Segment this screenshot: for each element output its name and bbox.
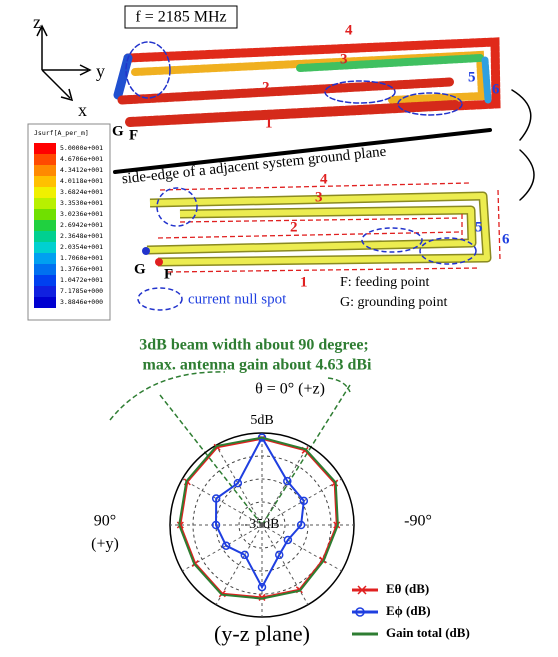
marker [258, 593, 266, 601]
colorbar-label: 2.0354e+001 [60, 243, 103, 251]
branch-label: 3 [340, 51, 348, 67]
plot-caption: (y-z plane) [214, 621, 310, 646]
branch-label: 4 [320, 171, 328, 187]
branch-label: 3 [315, 189, 323, 205]
colorbar-swatch [34, 198, 56, 209]
colorbar-swatch [34, 143, 56, 154]
axes-icon [36, 24, 92, 102]
axis-y: y [96, 61, 105, 81]
grid-ring [238, 501, 286, 549]
branch-label: 2 [290, 219, 298, 235]
angle-label: -90° [404, 513, 432, 530]
branch-label: 1 [300, 274, 308, 290]
colorbar-swatch [34, 187, 56, 198]
branch-label: 6 [502, 231, 510, 247]
branch-label: 4 [345, 22, 353, 38]
colorbar-label: 4.0118e+001 [60, 177, 103, 185]
legend-marker [355, 607, 365, 617]
colorbar-swatch [34, 165, 56, 176]
marker [211, 494, 221, 503]
angle-label: 90° [94, 513, 116, 530]
colorbar-swatch [34, 154, 56, 165]
marker [257, 582, 267, 592]
marker [221, 541, 231, 550]
colorbar-swatch [34, 275, 56, 286]
marker [275, 550, 284, 560]
colorbar-label: 3.0236e+001 [60, 210, 103, 218]
colorbar-label: 1.0472e+001 [60, 276, 103, 284]
branch-label: 5 [468, 69, 476, 85]
legend-label: Eϕ (dB) [386, 603, 431, 618]
colorbar-swatch [34, 176, 56, 187]
colorbar-label: 1.3766e+001 [60, 265, 103, 273]
colorbar-label: 4.6706e+001 [60, 155, 103, 163]
feed-label: F [164, 266, 173, 282]
feed-label: F [129, 127, 138, 143]
ground-label: G [112, 123, 124, 139]
series-line [214, 435, 305, 590]
antenna-3d [113, 37, 535, 201]
colorbar-title: Jsurf[A_per_m] [34, 129, 89, 137]
frequency-box [124, 5, 238, 29]
frequency: f = 2185 MHz [135, 9, 226, 26]
colorbar-label: 1.7060e+001 [60, 254, 103, 262]
annotation: 3dB beam width about 90 degree; [139, 337, 369, 354]
colorbar-label: 4.3412e+001 [60, 166, 103, 174]
colorbar-swatch [34, 286, 56, 297]
branch-label: 6 [492, 81, 500, 97]
axis-z: z [33, 12, 41, 32]
branch-label: 5 [475, 219, 483, 235]
marker [296, 520, 306, 530]
annotation: max. antenna gain about 4.63 dBi [143, 357, 372, 374]
colorbar-label: 7.1785e+000 [60, 287, 103, 295]
marker [176, 521, 184, 529]
beamwidth-arcs [109, 371, 351, 526]
marker [233, 478, 243, 488]
colorbar-label: 2.3648e+001 [60, 232, 103, 240]
colorbar-label: 5.0000e+001 [60, 144, 103, 152]
colorbar-swatch [34, 297, 56, 308]
colorbar-label: 3.6824e+001 [60, 188, 103, 196]
marker [299, 496, 309, 506]
branch-label: 2 [262, 79, 270, 95]
ground-label: G [134, 261, 146, 277]
legend-label: Eθ (dB) [386, 581, 429, 596]
legend-ground: G: grounding point [340, 295, 447, 310]
marker [240, 550, 249, 560]
marker [283, 535, 293, 545]
colorbar-label: 3.3530e+001 [60, 199, 103, 207]
antenna-schematic [137, 182, 501, 311]
colorbar-swatch [34, 253, 56, 264]
colorbar-swatch [34, 209, 56, 220]
branch-label: 1 [265, 115, 273, 131]
marker [211, 520, 221, 530]
axis-x: x [78, 100, 87, 120]
legend-null: current null spot [188, 291, 287, 307]
angle-label: θ = 0° (+z) [255, 381, 325, 398]
colorbar-swatch [34, 231, 56, 242]
colorbar-swatch [34, 220, 56, 231]
marker [283, 476, 292, 486]
colorbar-label: 3.8846e+000 [60, 298, 103, 306]
colorbar-swatch [34, 242, 56, 253]
r-tick-label: 5dB [250, 413, 273, 428]
angle-label: (+y) [91, 536, 119, 553]
legend-label: Gain total (dB) [386, 625, 470, 640]
series-line [178, 436, 339, 600]
legend-feed: F: feeding point [340, 275, 430, 290]
colorbar-label: 2.6942e+001 [60, 221, 103, 229]
colorbar-swatch [34, 264, 56, 275]
legend-marker [357, 585, 367, 595]
